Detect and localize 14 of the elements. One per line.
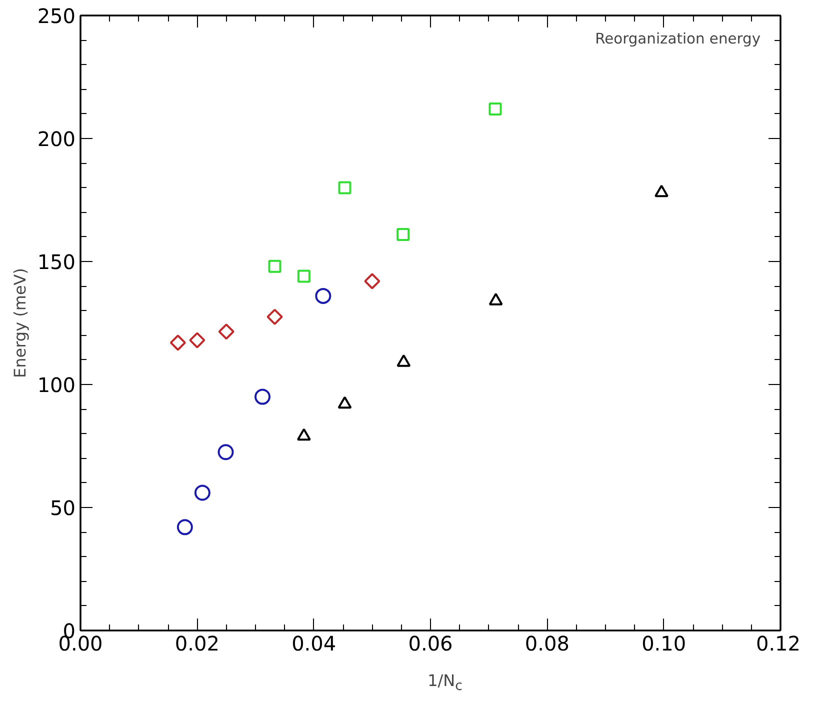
x-tick-label: 0.02: [174, 632, 220, 656]
annotation: Reorganization energy: [595, 30, 761, 48]
x-tick-label: 0.06: [408, 632, 453, 656]
y-tick-label: 100: [37, 373, 76, 397]
x-tick-label: 0.10: [642, 632, 686, 656]
x-tick-label: 0.04: [292, 632, 336, 656]
y-tick-label: 150: [37, 250, 76, 274]
x-tick-label: 0.12: [756, 632, 800, 656]
x-axis-title: 1/N$_{c}$: [428, 670, 462, 696]
x-tick-label: 0.08: [524, 632, 570, 656]
y-axis-title: Energy (meV): [10, 268, 30, 378]
y-tick-label: 200: [37, 127, 76, 151]
y-tick-label: 50: [50, 496, 76, 520]
y-tick-label: 250: [37, 4, 76, 28]
